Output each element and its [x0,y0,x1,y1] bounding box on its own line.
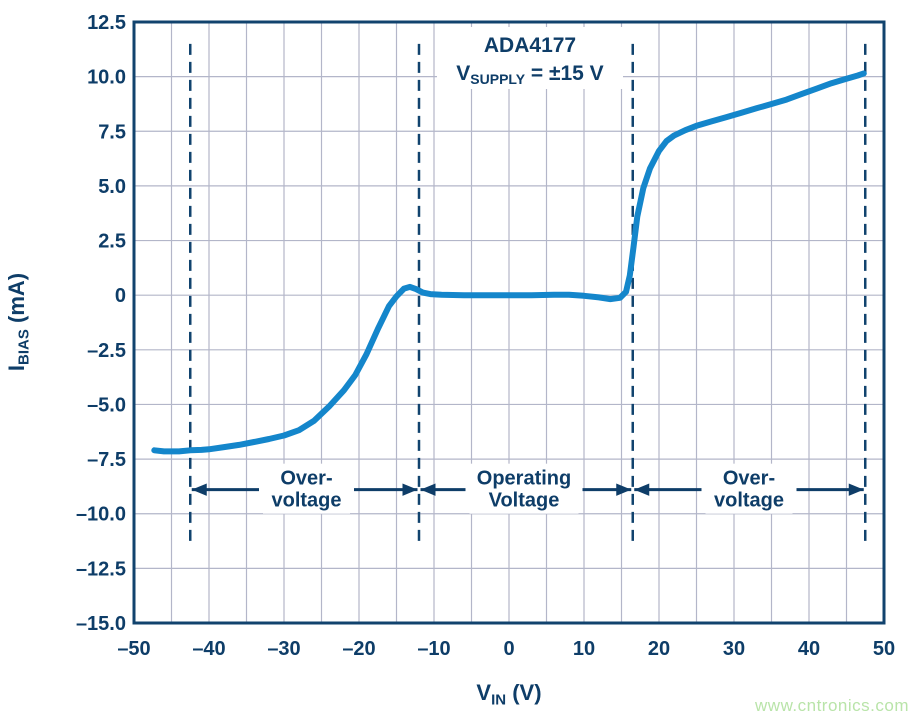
bias-current-curve [151,70,867,455]
region-label-background [263,463,350,514]
x-tick-label: 0 [503,638,514,660]
y-axis-tick-labels: 12.5 10.0 7.5 5.0 2.5 0 –2.5 –5.0 –7.5 –10.0 –12.5… [76,12,126,635]
y-tick-label: 2.5 [98,231,126,253]
region-annotation: Over-voltage [191,463,418,514]
x-tick-label: –20 [342,638,375,660]
watermark: www.cntronics.com [755,696,909,715]
chart-title: ADA4177 [484,34,576,57]
x-tick-label: –50 [117,638,150,660]
region-label-line: Over- [280,468,332,490]
y-tick-label: –2.5 [87,340,126,362]
arrow-head-left-icon [420,483,436,496]
y-tick-label: –7.5 [87,449,126,471]
region-label-line: Over- [723,468,775,490]
chart-subtitle: VSUPPLY = ±15 V [456,62,603,87]
region-label-background [469,463,579,514]
x-tick-label: 30 [723,638,745,660]
x-tick-label: –10 [417,638,450,660]
grid-lines [134,22,884,623]
y-axis-title: IBIAS (mA) [4,273,32,371]
y-tick-label: –12.5 [76,558,126,580]
y-tick-label: –10.0 [76,504,126,526]
arrow-head-right-icon [616,483,632,496]
plot-border [132,20,886,625]
x-axis-tick-labels: –50 –40 –30 –20 –10 0 10 20 30 40 50 [117,638,895,660]
arrow-head-right-icon [848,483,864,496]
chart-title-block: ADA4177 VSUPPLY = ±15 V [437,27,623,89]
x-axis-title: VIN (V) [476,680,541,708]
region-label-background [705,463,793,514]
region-label-line: voltage [271,490,341,512]
arrow-head-right-icon [402,483,418,496]
x-tick-label: –40 [192,638,225,660]
y-tick-label: –15.0 [76,613,126,635]
region-label-line: Voltage [489,490,560,512]
y-tick-label: 7.5 [98,121,126,143]
y-tick-label: 12.5 [87,12,126,34]
x-tick-label: –30 [267,638,300,660]
x-tick-label: 20 [648,638,670,660]
boundary-lines [189,43,867,543]
arrow-head-left-icon [191,483,207,496]
x-tick-label: 10 [573,638,595,660]
title-background [437,27,623,89]
x-tick-label: 40 [798,638,820,660]
y-tick-label: –5.0 [87,394,126,416]
arrow-head-left-icon [634,483,650,496]
y-tick-label: 5.0 [98,176,126,198]
y-tick-label: 0 [115,285,126,307]
y-tick-label: 10.0 [87,67,126,89]
region-annotation: Over-voltage [634,463,864,514]
x-tick-label: 50 [873,638,895,660]
region-label-line: Operating [477,468,571,490]
region-label-line: voltage [714,490,784,512]
